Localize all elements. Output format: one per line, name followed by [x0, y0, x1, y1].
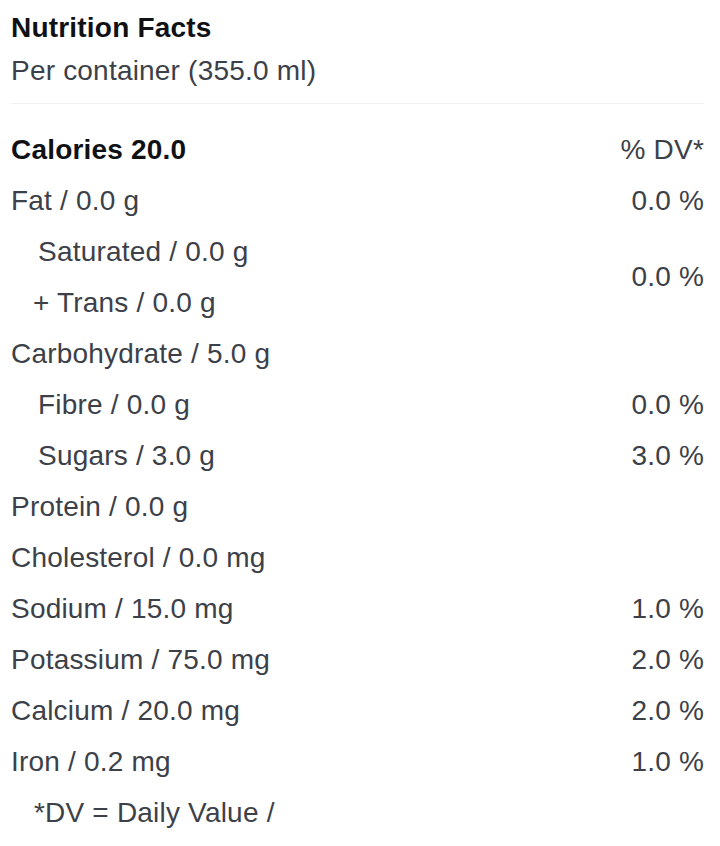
- sodium-label: Sodium / 15.0 mg: [11, 593, 234, 625]
- fibre-dv-value: 0.0 %: [631, 389, 704, 421]
- sodium-dv-value: 1.0 %: [631, 593, 704, 625]
- trans-label: + Trans / 0.0 g: [11, 277, 248, 328]
- carbohydrate-row: Carbohydrate / 5.0 g: [11, 328, 704, 379]
- header-divider: [11, 103, 704, 104]
- sugars-row: Sugars / 3.0 g 3.0 %: [11, 430, 704, 481]
- iron-label: Iron / 0.2 mg: [11, 746, 171, 778]
- carbohydrate-label: Carbohydrate / 5.0 g: [11, 338, 270, 370]
- dv-footnote-row: *DV = Daily Value /: [11, 787, 704, 838]
- calcium-label: Calcium / 20.0 mg: [11, 695, 240, 727]
- saturated-label: Saturated / 0.0 g: [11, 226, 248, 277]
- calories-row: Calories 20.0 % DV*: [11, 124, 704, 175]
- saturated-trans-labels: Saturated / 0.0 g + Trans / 0.0 g: [11, 226, 248, 328]
- saturated-trans-row: Saturated / 0.0 g + Trans / 0.0 g 0.0 %: [11, 226, 704, 328]
- nutrition-facts-panel: Nutrition Facts Per container (355.0 ml)…: [0, 0, 720, 846]
- fat-dv-value: 0.0 %: [631, 185, 704, 217]
- calcium-row: Calcium / 20.0 mg 2.0 %: [11, 685, 704, 736]
- fibre-row: Fibre / 0.0 g 0.0 %: [11, 379, 704, 430]
- nutrition-facts-title: Nutrition Facts: [11, 10, 704, 46]
- iron-dv-value: 1.0 %: [631, 746, 704, 778]
- cholesterol-row: Cholesterol / 0.0 mg: [11, 532, 704, 583]
- percent-dv-header: % DV*: [621, 134, 704, 166]
- iron-row: Iron / 0.2 mg 1.0 %: [11, 736, 704, 787]
- nutrient-rows: Calories 20.0 % DV* Fat / 0.0 g 0.0 % Sa…: [11, 124, 704, 838]
- potassium-label: Potassium / 75.0 mg: [11, 644, 270, 676]
- serving-size-text: Per container (355.0 ml): [11, 54, 704, 88]
- fat-row: Fat / 0.0 g 0.0 %: [11, 175, 704, 226]
- protein-label: Protein / 0.0 g: [11, 491, 188, 523]
- calcium-dv-value: 2.0 %: [631, 695, 704, 727]
- saturated-trans-dv-value: 0.0 %: [631, 261, 704, 293]
- sodium-row: Sodium / 15.0 mg 1.0 %: [11, 583, 704, 634]
- sugars-dv-value: 3.0 %: [631, 440, 704, 472]
- potassium-row: Potassium / 75.0 mg 2.0 %: [11, 634, 704, 685]
- cholesterol-label: Cholesterol / 0.0 mg: [11, 542, 266, 574]
- fat-label: Fat / 0.0 g: [11, 185, 139, 217]
- dv-footnote: *DV = Daily Value /: [11, 797, 275, 829]
- protein-row: Protein / 0.0 g: [11, 481, 704, 532]
- sugars-label: Sugars / 3.0 g: [11, 440, 215, 472]
- fibre-label: Fibre / 0.0 g: [11, 389, 190, 421]
- calories-label: Calories 20.0: [11, 134, 186, 166]
- potassium-dv-value: 2.0 %: [631, 644, 704, 676]
